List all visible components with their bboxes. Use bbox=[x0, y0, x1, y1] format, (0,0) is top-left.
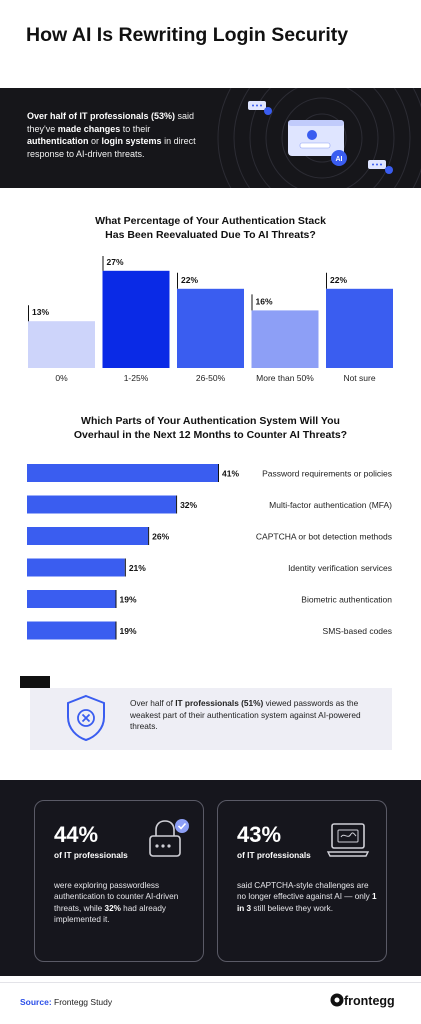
stat-description: were exploring passwordless authenticati… bbox=[54, 881, 179, 924]
category-label: SMS-based codes bbox=[323, 626, 392, 636]
data-label: 32% bbox=[180, 500, 197, 510]
footer-divider bbox=[0, 982, 421, 983]
bar-Not sure bbox=[326, 288, 393, 368]
insight-text: Over half of IT professionals (51%) view… bbox=[130, 698, 361, 731]
bar-0% bbox=[28, 321, 95, 368]
category-label: 1-25% bbox=[124, 373, 149, 383]
frontegg-logo: frontegg bbox=[330, 993, 395, 1008]
stat-number: 43% bbox=[237, 822, 282, 847]
laptop-captcha-icon bbox=[326, 823, 370, 857]
category-label: Identity verification services bbox=[288, 563, 392, 573]
chat-bubble-icon bbox=[368, 160, 393, 174]
hbar bbox=[27, 495, 177, 514]
category-label: Not sure bbox=[343, 373, 375, 383]
shield-x-icon bbox=[67, 694, 105, 742]
page-title: How AI Is Rewriting Login Security bbox=[26, 24, 349, 46]
concentric-rings-decoration: AI bbox=[217, 88, 421, 188]
hbar bbox=[27, 527, 149, 545]
frontegg-logo-icon bbox=[330, 993, 344, 1007]
hbar bbox=[27, 621, 116, 640]
vertical-bar-chart: 13% 0% 27% 1-25% 22% 26-50% 16% More than 50% 22… bbox=[28, 256, 393, 383]
data-label: 19% bbox=[120, 595, 137, 605]
lock-check-icon bbox=[149, 819, 189, 857]
category-label: Biometric authentication bbox=[301, 595, 392, 605]
data-label: 13% bbox=[32, 307, 49, 317]
bar-26-50% bbox=[177, 288, 244, 368]
category-label: Password requirements or policies bbox=[262, 469, 392, 479]
horizontal-bar-chart: 41% Password requirements or policies 32% M… bbox=[27, 464, 392, 640]
ai-badge: AI bbox=[331, 150, 347, 166]
category-label: More than 50% bbox=[256, 373, 314, 383]
stat-label: of IT professionals bbox=[237, 850, 311, 860]
svg-text:AI: AI bbox=[336, 156, 343, 163]
data-label: 22% bbox=[181, 275, 198, 285]
stat-label: of IT professionals bbox=[54, 850, 128, 860]
stat-description: said CAPTCHA-style challenges are no lon… bbox=[237, 881, 377, 913]
category-label: CAPTCHA or bot detection methods bbox=[256, 532, 392, 542]
source-citation: Source: Frontegg Study bbox=[20, 997, 113, 1007]
data-label: 22% bbox=[330, 275, 347, 285]
data-label: 26% bbox=[152, 532, 169, 542]
category-label: 0% bbox=[55, 373, 68, 383]
data-label: 16% bbox=[256, 296, 273, 306]
chart-title: What Percentage of Your Authentication S… bbox=[95, 215, 326, 241]
hbar bbox=[27, 558, 125, 577]
data-label: 19% bbox=[120, 626, 137, 636]
stat-number: 44% bbox=[54, 822, 99, 847]
data-label: 27% bbox=[107, 257, 124, 267]
stat-card-captcha bbox=[217, 800, 387, 962]
hbar bbox=[27, 464, 218, 482]
chat-bubble-icon bbox=[248, 101, 272, 115]
chart-title: Which Parts of Your Authentication Syste… bbox=[73, 415, 348, 441]
data-label: 41% bbox=[222, 469, 239, 479]
banner-text: Over half of IT professionals (53%) said… bbox=[27, 111, 196, 159]
category-label: Multi-factor authentication (MFA) bbox=[269, 500, 392, 510]
category-label: 26-50% bbox=[196, 373, 226, 383]
hbar bbox=[27, 590, 116, 608]
bar-1-25% bbox=[102, 270, 170, 368]
data-label: 21% bbox=[129, 563, 146, 573]
stat-card-passwordless bbox=[34, 800, 204, 962]
stat-banner: AI Over half of IT professionals (53%) s… bbox=[0, 88, 421, 188]
bar-More than 50% bbox=[251, 310, 319, 368]
stats-section bbox=[0, 780, 421, 976]
login-window-icon bbox=[288, 120, 344, 156]
